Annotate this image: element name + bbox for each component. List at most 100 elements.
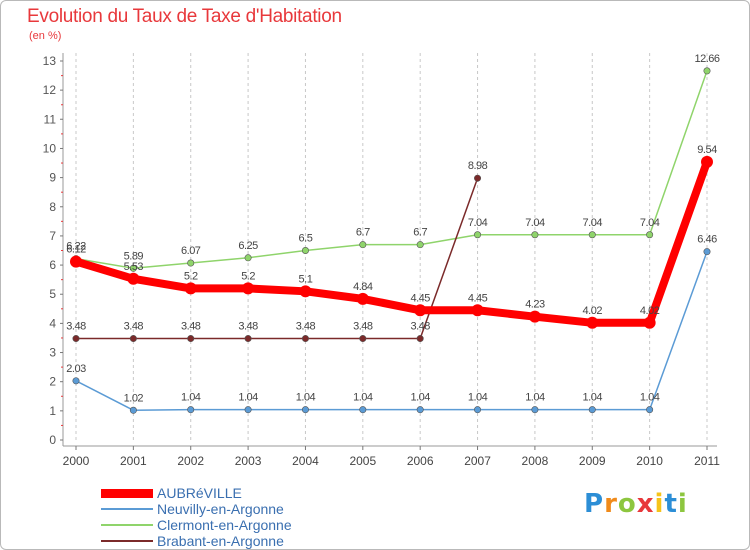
data-label: 4.84	[353, 281, 373, 293]
legend-label: Neuvilly-en-Argonne	[157, 501, 284, 517]
logo-letter: x	[636, 489, 655, 519]
y-tick-label: 4	[49, 316, 56, 330]
y-tick-label: 3	[49, 346, 56, 360]
data-label: 6.25	[238, 240, 258, 252]
data-point	[244, 406, 252, 414]
data-label: 7.04	[583, 217, 603, 229]
data-label: 12.66	[694, 53, 719, 65]
y-tick-label: 0	[49, 433, 56, 447]
data-point	[588, 406, 596, 414]
data-point	[242, 282, 255, 295]
data-label: 3.48	[66, 321, 86, 333]
data-label: 6.22	[66, 241, 86, 253]
data-point	[416, 335, 424, 343]
data-label: 6.12	[66, 244, 86, 256]
data-point	[301, 247, 309, 255]
data-point	[474, 231, 482, 239]
data-point	[531, 231, 539, 239]
x-tick-label: 2001	[120, 454, 147, 468]
data-label: 2.03	[66, 363, 86, 375]
data-point	[359, 241, 367, 249]
data-point	[187, 259, 195, 267]
data-label: 1.02	[124, 392, 144, 404]
data-point	[701, 155, 713, 168]
data-label: 3.48	[181, 321, 201, 333]
y-tick-label: 10	[43, 141, 57, 155]
legend-swatch	[101, 540, 153, 542]
data-point	[301, 335, 309, 343]
legend-label: AUBRéVILLE	[157, 485, 242, 501]
data-label: 1.04	[181, 392, 201, 404]
data-label: 5.1	[299, 273, 313, 285]
data-point	[129, 335, 137, 343]
data-point	[359, 406, 367, 414]
y-tick-label: 6	[49, 258, 56, 272]
data-labels: 6.12 5.53 5.2 5.2 5.1 4.84 4.45 4.45 4.23 4.02 4.0…	[66, 53, 720, 404]
y-tick-label: 5	[49, 287, 56, 301]
data-point	[703, 248, 711, 256]
data-point	[588, 231, 596, 239]
y-tick-label: 1	[49, 404, 56, 418]
logo-letter: r	[604, 489, 618, 519]
chart-subtitle: (en %)	[29, 30, 62, 42]
y-tick-label: 8	[49, 200, 56, 214]
data-label: 1.04	[238, 392, 258, 404]
x-tick-label: 2002	[177, 454, 204, 468]
data-point	[244, 335, 252, 343]
data-label: 5.53	[124, 261, 144, 273]
x-tick-label: 2009	[579, 454, 606, 468]
y-tick-label: 2	[49, 375, 56, 389]
data-label: 1.04	[468, 392, 488, 404]
y-tick-label: 9	[49, 171, 56, 185]
data-label: 4.23	[525, 299, 545, 311]
data-label: 7.04	[468, 217, 488, 229]
data-point	[70, 255, 82, 268]
data-point	[646, 406, 654, 414]
x-tick-label: 2004	[292, 454, 319, 468]
data-label: 3.48	[238, 321, 258, 333]
data-point	[474, 174, 482, 182]
data-point	[187, 335, 195, 343]
data-label: 3.48	[124, 321, 144, 333]
grid-lines	[75, 53, 708, 440]
x-tick-label: 2007	[464, 454, 491, 468]
data-label: 3.48	[353, 321, 373, 333]
data-point	[299, 285, 312, 298]
logo-letter: o	[617, 489, 637, 519]
x-tick-label: 2008	[522, 454, 549, 468]
data-label: 1.04	[525, 392, 545, 404]
y-tick-label: 7	[49, 229, 56, 243]
data-label: 6.07	[181, 245, 201, 257]
data-point	[244, 254, 252, 262]
logo-letter: t	[664, 489, 678, 519]
data-point	[528, 310, 541, 323]
y-tick-label: 13	[43, 54, 57, 68]
x-tick-label: 2000	[63, 454, 90, 468]
data-label: 3.48	[410, 321, 430, 333]
data-label: 3.48	[296, 321, 316, 333]
data-label: 8.98	[468, 160, 488, 172]
legend-label: Clermont-en-Argonne	[157, 517, 292, 533]
data-point	[703, 67, 711, 75]
proxiti-logo: Proxiti	[584, 489, 688, 519]
data-point	[474, 406, 482, 414]
data-point	[129, 264, 137, 272]
data-point	[72, 335, 80, 343]
x-tick-label: 2005	[349, 454, 376, 468]
x-tick-label: 2006	[407, 454, 434, 468]
data-label: 9.54	[697, 144, 717, 156]
data-label: 4.45	[468, 292, 488, 304]
data-label: 1.04	[410, 392, 430, 404]
logo-letter: P	[584, 489, 605, 519]
data-point	[416, 241, 424, 249]
data-point	[72, 377, 80, 385]
series-line-0	[72, 157, 711, 327]
x-tick-label: 2010	[636, 454, 663, 468]
y-tick-label: 12	[43, 83, 57, 97]
data-point	[184, 282, 197, 295]
y-tick-label: 11	[44, 112, 57, 126]
logo-letter: i	[677, 489, 688, 519]
data-label: 1.04	[583, 392, 603, 404]
data-point	[187, 406, 195, 414]
